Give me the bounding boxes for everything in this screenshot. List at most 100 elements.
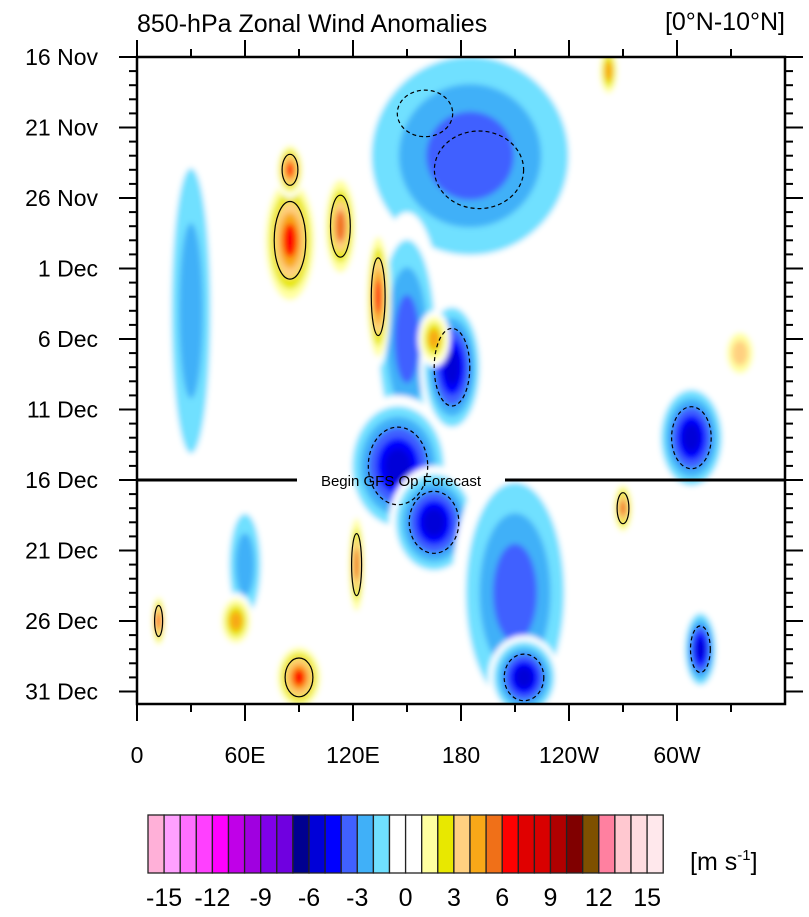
field-feature-westerly-155e-dec — [417, 310, 451, 368]
colorbar-swatch — [646, 814, 664, 874]
chart-title: 850-hPa Zonal Wind Anomalies — [137, 10, 487, 38]
x-tick-label: 180 — [442, 742, 480, 768]
contour-line-negative — [408, 490, 460, 554]
units-close-bracket: ] — [751, 848, 758, 876]
colorbar-swatch — [614, 814, 632, 874]
colorbar-swatch — [404, 814, 423, 874]
field-feature-westerly-10e-28dec — [151, 592, 166, 650]
colorbar-label: 3 — [447, 884, 461, 912]
y-tick-label: 11 Dec — [27, 397, 98, 423]
contour-line-negative — [503, 653, 545, 702]
field-feature-westerly-90e-31dec — [273, 642, 325, 704]
contour-line-negative — [433, 327, 471, 407]
colorbar-swatch — [453, 814, 471, 874]
contour-line-positive — [329, 194, 351, 258]
field-feature-westerly-60e-28dec — [218, 592, 254, 650]
colorbar-swatch — [211, 814, 230, 874]
field-feature-westerly-270e-nov — [597, 57, 620, 100]
axes: 0 60E 120E 180 120W 60W 16 Nov 21 Nov 26 Nov 1 De… — [25, 40, 803, 768]
contour-fill — [229, 611, 243, 631]
colorbar-swatch — [533, 814, 552, 874]
contour-line-positive — [154, 604, 164, 638]
field-feature-westerly-270e-17dec — [612, 480, 634, 537]
units-exponent: -1 — [737, 847, 750, 864]
colorbar-swatch — [163, 814, 181, 874]
contour-line-negative — [689, 625, 711, 674]
contour-fill — [423, 508, 445, 536]
contour-fill — [732, 340, 748, 366]
colorbar-swatch — [147, 814, 165, 874]
colorbar-label: 12 — [585, 884, 613, 912]
colorbar-swatch — [630, 814, 648, 874]
contour-fill — [682, 424, 701, 452]
field-feature-easterly-20e-stripes — [164, 113, 218, 509]
colorbar-swatch — [292, 814, 310, 874]
colorbar-swatch — [260, 814, 278, 874]
contour-fill — [375, 279, 382, 314]
contour-fill — [283, 223, 297, 258]
contour-fill — [354, 548, 360, 581]
y-tick-label: 1 Dec — [38, 256, 98, 282]
colorbar-swatch — [276, 814, 294, 874]
contour-fill — [619, 500, 627, 517]
y-tick-label: 16 Dec — [25, 467, 98, 493]
contour-fill — [696, 638, 705, 660]
colorbar-label: -3 — [346, 884, 368, 912]
colorbar-label: 15 — [633, 884, 661, 912]
colorbar-label: -6 — [298, 884, 320, 912]
field-feature-easterly-310e-forecast — [682, 606, 719, 692]
colorbar-swatch — [469, 814, 487, 874]
forecast-divider: Begin GFS Op Forecast — [137, 473, 785, 490]
contour-fill — [515, 667, 533, 688]
colorbar-swatch — [437, 814, 455, 874]
contour-line-negative — [367, 426, 429, 506]
contour-line-negative — [433, 130, 525, 210]
contour-line-positive — [284, 657, 314, 698]
contour-line-negative — [671, 406, 712, 470]
colorbar-swatch — [501, 814, 519, 874]
units-label: [m s-1] — [690, 847, 758, 876]
colorbar: -15 -12 -9 -6 -3 0 3 6 9 12 15 — [146, 814, 664, 912]
y-tick-label: 31 Dec — [25, 679, 98, 705]
colorbar-label: -9 — [250, 884, 272, 912]
colorbar-swatch — [227, 814, 246, 874]
colorbar-swatch — [598, 814, 616, 874]
colorbar-swatch — [372, 814, 391, 874]
contour-line-positive — [351, 532, 363, 597]
contour-line-positive — [273, 200, 307, 280]
y-tick-label: 26 Dec — [25, 608, 98, 634]
contour-fill — [235, 533, 255, 596]
colorbar-label: 9 — [544, 884, 558, 912]
colorbar-swatch — [565, 814, 584, 874]
field-feature-westerly-120e-forecast — [347, 508, 366, 621]
contour-fill — [292, 668, 306, 686]
field-feature-westerly-115e-late-nov — [322, 169, 359, 283]
y-tick-label: 21 Dec — [25, 538, 98, 564]
colorbar-label: -15 — [146, 884, 182, 912]
field-feature-westerly-130e-dec — [365, 226, 391, 368]
colorbar-label: 0 — [399, 884, 413, 912]
y-tick-label: 6 Dec — [38, 326, 98, 352]
contour-fill — [493, 543, 537, 642]
y-tick-label: 26 Nov — [25, 185, 98, 211]
colorbar-swatch — [517, 814, 536, 874]
contour-fill — [426, 111, 514, 200]
field-feature-easterly-280e-dec — [655, 381, 728, 495]
contour-fill — [394, 294, 420, 384]
colorbar-swatch — [179, 814, 197, 874]
x-tick-label: 0 — [131, 742, 144, 768]
contour-line-positive — [281, 153, 299, 186]
field-feature-westerly-80e-late-nov — [261, 169, 319, 311]
contour-fill — [179, 223, 203, 399]
colorbar-swatch — [356, 814, 375, 874]
colorbar-swatch — [308, 814, 326, 874]
x-tick-label: 60W — [653, 742, 701, 768]
field-feature-westerly-90e-dec — [275, 141, 305, 198]
y-tick-label: 16 Nov — [25, 44, 98, 70]
colorbar-label: 6 — [495, 884, 509, 912]
contour-fill — [286, 163, 294, 177]
contour-fill — [428, 329, 440, 349]
colorbar-swatch — [549, 814, 568, 874]
contour-line-negative — [396, 89, 454, 138]
